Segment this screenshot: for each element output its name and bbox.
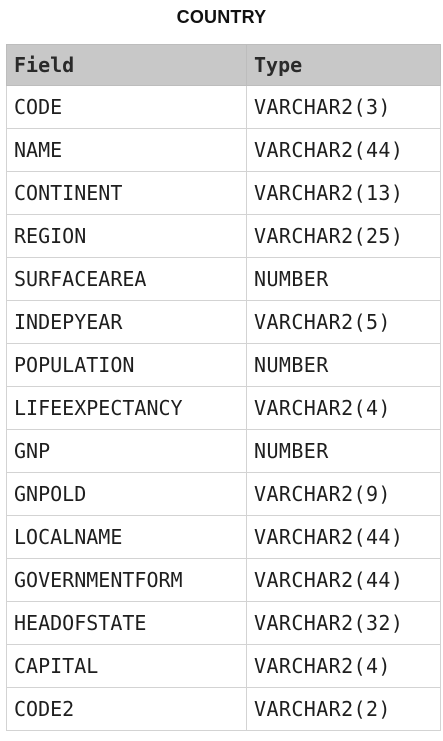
table-row: SURFACEAREA NUMBER — [6, 257, 441, 301]
type-cell: VARCHAR2(2) — [246, 687, 441, 731]
type-cell: VARCHAR2(5) — [246, 300, 441, 344]
field-cell: GNP — [6, 429, 247, 473]
table-row: INDEPYEAR VARCHAR2(5) — [6, 300, 441, 344]
field-cell: INDEPYEAR — [6, 300, 247, 344]
type-cell: NUMBER — [246, 257, 441, 301]
field-cell: HEADOFSTATE — [6, 601, 247, 645]
field-cell: POPULATION — [6, 343, 247, 387]
table-row: LIFEEXPECTANCY VARCHAR2(4) — [6, 386, 441, 430]
type-cell: VARCHAR2(4) — [246, 644, 441, 688]
table-row: CODE2 VARCHAR2(2) — [6, 687, 441, 731]
field-cell: SURFACEAREA — [6, 257, 247, 301]
field-cell: GOVERNMENTFORM — [6, 558, 247, 602]
column-header-type: Type — [246, 44, 441, 86]
type-cell: NUMBER — [246, 429, 441, 473]
type-cell: VARCHAR2(44) — [246, 515, 441, 559]
table-row: LOCALNAME VARCHAR2(44) — [6, 515, 441, 559]
schema-table: Field Type CODE VARCHAR2(3) NAME VARCHAR… — [6, 44, 441, 731]
field-cell: CODE — [6, 85, 247, 129]
type-cell: VARCHAR2(32) — [246, 601, 441, 645]
type-cell: NUMBER — [246, 343, 441, 387]
field-cell: GNPOLD — [6, 472, 247, 516]
table-title: COUNTRY — [176, 7, 267, 27]
type-cell: VARCHAR2(3) — [246, 85, 441, 129]
table-row: POPULATION NUMBER — [6, 343, 441, 387]
type-cell: VARCHAR2(9) — [246, 472, 441, 516]
table-row: CONTINENT VARCHAR2(13) — [6, 171, 441, 215]
field-cell: LIFEEXPECTANCY — [6, 386, 247, 430]
table-row: GOVERNMENTFORM VARCHAR2(44) — [6, 558, 441, 602]
type-cell: VARCHAR2(25) — [246, 214, 441, 258]
table-row: CAPITAL VARCHAR2(4) — [6, 644, 441, 688]
table-row: NAME VARCHAR2(44) — [6, 128, 441, 172]
type-cell: VARCHAR2(44) — [246, 128, 441, 172]
type-cell: VARCHAR2(44) — [246, 558, 441, 602]
field-cell: CODE2 — [6, 687, 247, 731]
table-row: HEADOFSTATE VARCHAR2(32) — [6, 601, 441, 645]
field-cell: CAPITAL — [6, 644, 247, 688]
table-row: GNP NUMBER — [6, 429, 441, 473]
header-row: Field Type — [6, 44, 441, 86]
field-cell: LOCALNAME — [6, 515, 247, 559]
table-row: GNPOLD VARCHAR2(9) — [6, 472, 441, 516]
field-cell: REGION — [6, 214, 247, 258]
table-row: CODE VARCHAR2(3) — [6, 85, 441, 129]
column-header-field: Field — [6, 44, 247, 86]
field-cell: CONTINENT — [6, 171, 247, 215]
type-cell: VARCHAR2(4) — [246, 386, 441, 430]
type-cell: VARCHAR2(13) — [246, 171, 441, 215]
field-cell: NAME — [6, 128, 247, 172]
table-row: REGION VARCHAR2(25) — [6, 214, 441, 258]
